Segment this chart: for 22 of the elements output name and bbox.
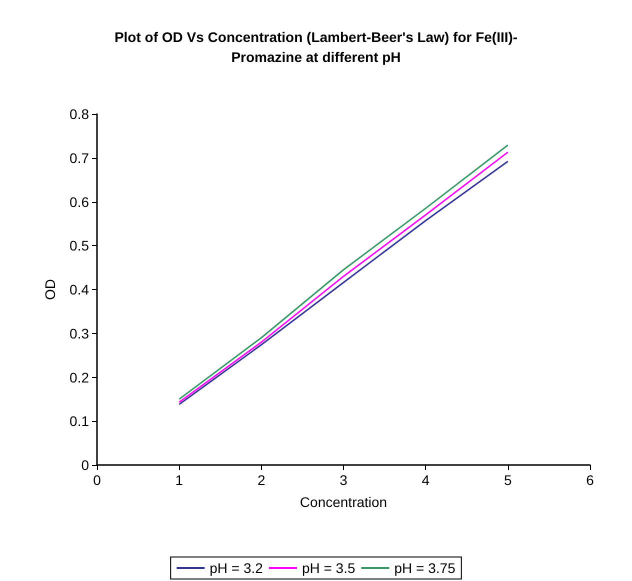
y-tick-label: 0.1 xyxy=(70,413,90,430)
y-tick-label: 0.7 xyxy=(70,150,90,166)
legend-label: pH = 3.75 xyxy=(394,560,456,576)
x-tick-label: 6 xyxy=(586,472,594,488)
y-tick-label: 0.8 xyxy=(70,106,90,122)
x-axis-title: Concentration xyxy=(300,494,388,510)
x-tick-label: 5 xyxy=(504,472,512,488)
x-tick-label: 0 xyxy=(93,472,102,488)
chart-title: Plot of OD Vs Concentration (Lambert-Beer's Law) for Fe(III)- Promazine at different pH xyxy=(114,29,518,65)
x-tick-label: 4 xyxy=(422,472,430,488)
y-tick-label: 0.2 xyxy=(70,369,90,386)
y-tick-label: 0.5 xyxy=(70,238,90,254)
x-tick-label: 2 xyxy=(257,472,266,488)
y-tick-label: 0.6 xyxy=(70,194,90,210)
y-axis-title: OD xyxy=(42,279,58,300)
x-tick-label: 3 xyxy=(340,472,348,488)
y-tick-label: 0.4 xyxy=(70,282,90,298)
legend-label: pH = 3.2 xyxy=(210,560,264,576)
x-tick-label: 1 xyxy=(175,472,184,488)
legend-label: pH = 3.5 xyxy=(302,560,356,576)
y-tick-label: 0 xyxy=(81,457,90,473)
y-tick-label: 0.3 xyxy=(70,325,90,342)
